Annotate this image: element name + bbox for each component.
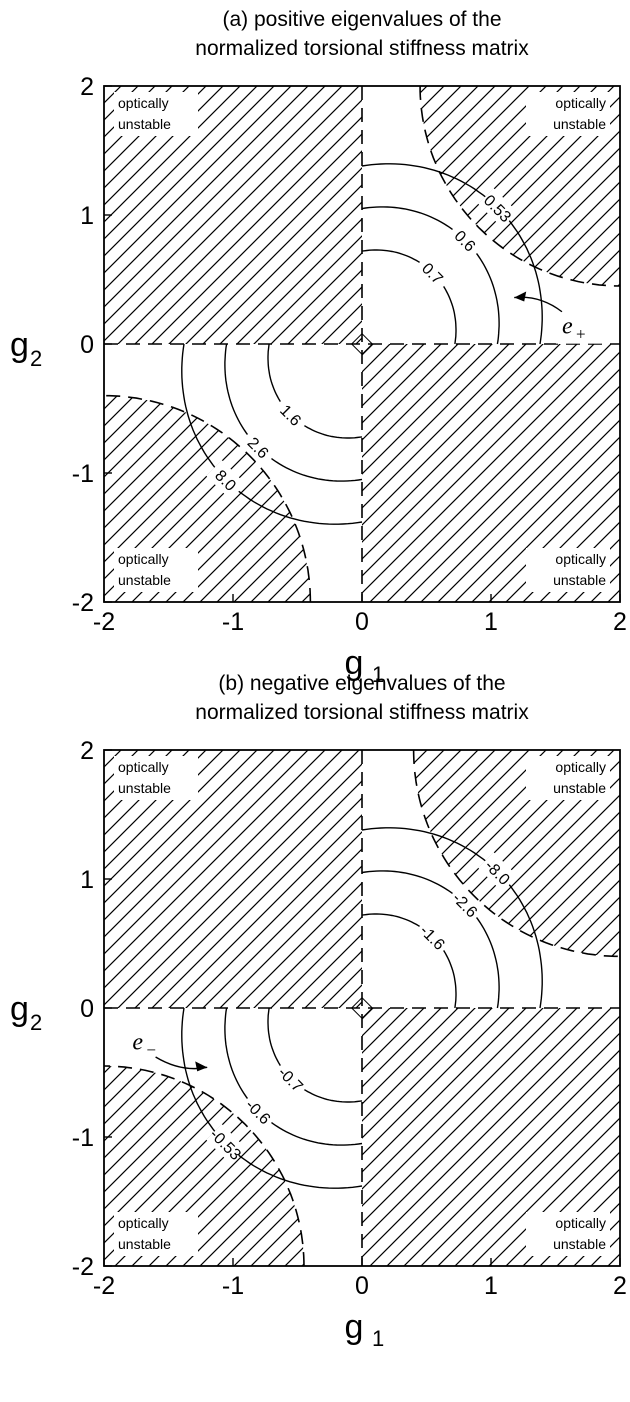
- y-axis-label: g: [10, 990, 29, 1028]
- region-label-line1: optically: [555, 1215, 606, 1231]
- x-tick-label: 2: [613, 1272, 627, 1300]
- stability-boundary: [419, 86, 621, 287]
- contour-8.0-label-bg: [206, 460, 246, 500]
- x-tick-label: -1: [222, 1272, 244, 1300]
- contour--0.7-label-bg: [271, 1059, 311, 1099]
- region-label-bg: [526, 92, 610, 136]
- y-axis-label-sub: 2: [30, 1010, 42, 1035]
- contour--0.7-line: [267, 1007, 363, 1103]
- region-label-line2: unstable: [118, 1236, 171, 1252]
- region-label-line1: optically: [118, 95, 169, 111]
- contour--0.6-label-bg: [238, 1091, 279, 1132]
- region-label-line2: unstable: [553, 572, 606, 588]
- contour--1.6-line: [361, 913, 457, 1009]
- contour--0.53-label-bg: [206, 1124, 246, 1164]
- curve-label: e: [562, 314, 573, 340]
- region-label-line2: unstable: [118, 116, 171, 132]
- stability-boundary: [412, 749, 621, 958]
- region-label-line2: unstable: [553, 1236, 606, 1252]
- region-label-bg: [114, 756, 198, 800]
- region-label-line1: optically: [555, 95, 606, 111]
- chart-panel-a: (a) positive eigenvalues of the normalize…: [10, 8, 627, 687]
- x-tick-label: -2: [93, 608, 115, 636]
- contour--1.6-label-bg: [413, 917, 453, 957]
- region-label-bg: [526, 1212, 610, 1256]
- y-tick-label: 1: [80, 202, 94, 230]
- chart-panel-b: (b) negative eigenvalues of the normalize…: [10, 672, 627, 1351]
- y-tick-label: -1: [72, 1124, 94, 1152]
- x-tick-label: -2: [93, 1272, 115, 1300]
- region-label-line2: unstable: [553, 780, 606, 796]
- contour-1.6-label-bg: [271, 395, 311, 435]
- region-label-bg: [114, 92, 198, 136]
- region-label-line1: optically: [118, 759, 169, 775]
- region-label-line1: optically: [555, 551, 606, 567]
- x-tick-label: 1: [484, 1272, 498, 1300]
- x-tick-label: 0: [355, 1272, 369, 1300]
- x-axis-label: g: [345, 644, 364, 682]
- region-label-line2: unstable: [553, 116, 606, 132]
- x-axis-label-sub: 1: [372, 1326, 384, 1351]
- curve-label-bg: [555, 309, 602, 344]
- stability-boundary: [103, 394, 312, 603]
- y-tick-label: 1: [80, 866, 94, 894]
- contour--2.6-label-bg: [445, 884, 486, 925]
- x-tick-label: 1: [484, 608, 498, 636]
- y-axis-label: g: [10, 326, 29, 364]
- y-tick-label: 0: [80, 331, 94, 359]
- contour-0.7-label-bg: [413, 253, 453, 293]
- x-tick-label: 0: [355, 608, 369, 636]
- curve-label-sub: +: [576, 325, 586, 344]
- contour-1.6-line: [267, 343, 363, 439]
- y-axis-label-sub: 2: [30, 346, 42, 371]
- curve-label: e: [132, 1029, 143, 1055]
- region-label-line1: optically: [118, 1215, 169, 1231]
- y-tick-label: -1: [72, 460, 94, 488]
- y-tick-label: 2: [80, 73, 94, 101]
- y-tick-label: -2: [72, 589, 94, 617]
- curve-label-sub: −: [146, 1040, 156, 1059]
- x-tick-label: -1: [222, 608, 244, 636]
- region-label-line2: unstable: [118, 780, 171, 796]
- contour-2.6-label-bg: [238, 427, 279, 468]
- region-label-bg: [526, 756, 610, 800]
- chart-title-line2: normalized torsional stiffness matrix: [195, 37, 529, 60]
- curve-arrowhead: [514, 291, 527, 302]
- contour-0.53-label-bg: [478, 188, 518, 228]
- y-tick-label: 2: [80, 737, 94, 765]
- chart-title-line2: normalized torsional stiffness matrix: [195, 701, 529, 724]
- region-label-bg: [114, 1212, 198, 1256]
- chart-title-line1: (a) positive eigenvalues of the: [223, 8, 502, 31]
- contour-0.7-line: [361, 249, 457, 345]
- unstable-region-top-right: [413, 750, 620, 957]
- region-label-line1: optically: [118, 551, 169, 567]
- y-tick-label: 0: [80, 995, 94, 1023]
- curve-label-bg: [126, 1025, 173, 1060]
- stability-boundary: [103, 1065, 305, 1267]
- region-label-bg: [526, 548, 610, 592]
- x-axis-label-sub: 1: [372, 662, 384, 687]
- x-tick-label: 2: [613, 608, 627, 636]
- y-tick-label: -2: [72, 1253, 94, 1281]
- region-label-line2: unstable: [118, 572, 171, 588]
- region-label-bg: [114, 548, 198, 592]
- contour-0.6-label-bg: [445, 220, 486, 261]
- curve-arrowhead: [195, 1061, 208, 1072]
- contour--8.0-label-bg: [478, 852, 518, 892]
- x-axis-label: g: [345, 1308, 364, 1346]
- chart-title-line1: (b) negative eigenvalues of the: [218, 672, 505, 695]
- region-label-line1: optically: [555, 759, 606, 775]
